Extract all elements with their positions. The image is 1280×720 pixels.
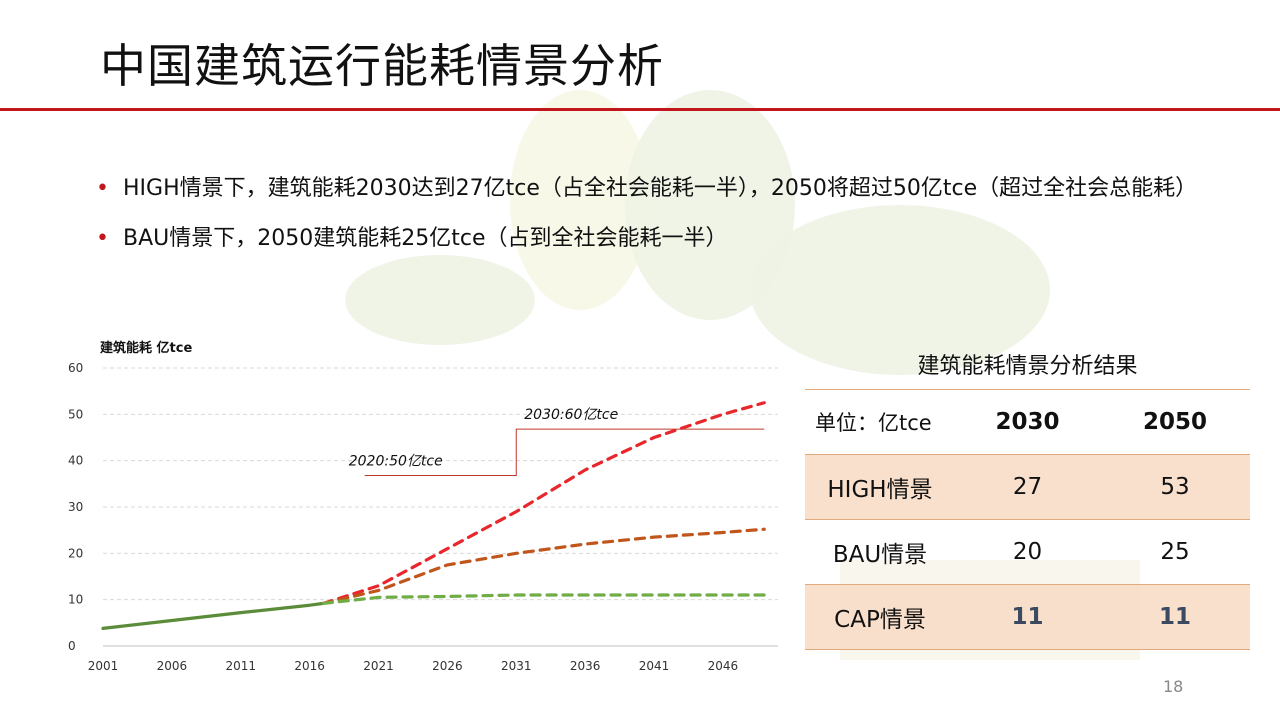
series-line-3 — [321, 593, 766, 605]
x-tick-label: 2006 — [157, 659, 188, 673]
table-row-bau: BAU情景 20 25 — [805, 519, 1250, 584]
x-tick-label: 2016 — [294, 659, 325, 673]
x-tick-label: 2046 — [708, 659, 739, 673]
results-table: 建筑能耗情景分析结果 单位：亿tce 2030 2050 HIGH情景 27 5… — [805, 345, 1250, 650]
y-tick-label: 40 — [68, 454, 83, 468]
table-row-cap: CAP情景 11 11 — [805, 584, 1250, 650]
row-value-2050: 11 — [1158, 604, 1191, 630]
y-tick-label: 30 — [68, 500, 83, 514]
header-unit: 单位：亿tce — [815, 411, 932, 435]
header-2030: 2030 — [995, 409, 1060, 435]
row-value-2030: 27 — [1012, 474, 1043, 500]
table-row-high: HIGH情景 27 53 — [805, 454, 1250, 519]
y-tick-label: 0 — [68, 639, 76, 653]
table-header-row: 单位：亿tce 2030 2050 — [805, 389, 1250, 454]
annotation-label: 2030:60亿tce — [524, 407, 618, 423]
bullet-high: HIGH情景下，建筑能耗2030达到27亿tce（占全社会能耗一半），2050将… — [96, 170, 1206, 208]
x-tick-label: 2036 — [570, 659, 601, 673]
y-tick-label: 20 — [68, 546, 83, 560]
x-tick-label: 2021 — [363, 659, 394, 673]
bullet-list: HIGH情景下，建筑能耗2030达到27亿tce（占全社会能耗一半），2050将… — [96, 170, 1206, 270]
row-value-2050: 53 — [1160, 474, 1190, 500]
y-tick-label: 10 — [68, 593, 83, 607]
series-line-2 — [321, 527, 766, 605]
x-tick-label: 2011 — [225, 659, 256, 673]
row-label: BAU情景 — [832, 542, 928, 568]
table-caption: 建筑能耗情景分析结果 — [917, 354, 1138, 379]
x-tick-label: 2031 — [501, 659, 532, 673]
x-tick-label: 2041 — [639, 659, 670, 673]
y-tick-label: 50 — [68, 407, 83, 421]
title-rule — [0, 108, 1280, 111]
y-axis-label: 建筑能耗 亿tce — [100, 340, 192, 356]
energy-chart-svg: 建筑能耗 亿tce 0 10 20 30 40 50 60 2001 2006 2011 2016 20… — [68, 340, 778, 673]
y-tick-label: 60 — [68, 361, 83, 375]
series-line-0 — [101, 601, 326, 630]
series-line-1 — [321, 401, 766, 605]
bullet-bau: BAU情景下，2050建筑能耗25亿tce（占到全社会能耗一半） — [96, 220, 1206, 258]
row-value-2050: 25 — [1160, 539, 1190, 565]
row-label: CAP情景 — [834, 607, 926, 633]
slide-title: 中国建筑运行能耗情景分析 — [100, 39, 664, 93]
x-tick-label: 2026 — [432, 659, 463, 673]
x-tick-label: 2001 — [88, 659, 119, 673]
row-value-2030: 11 — [1011, 604, 1044, 630]
cap-limit-step-line — [364, 428, 765, 476]
energy-chart: 建筑能耗 亿tce 0 10 20 30 40 50 60 2001 2006 2011 2016 20… — [60, 330, 800, 690]
row-value-2030: 20 — [1012, 539, 1043, 565]
page-number: 18 — [1163, 677, 1184, 696]
annotation-label: 2020:50亿tce — [349, 453, 443, 469]
row-label: HIGH情景 — [827, 477, 933, 503]
header-2050: 2050 — [1142, 409, 1207, 435]
